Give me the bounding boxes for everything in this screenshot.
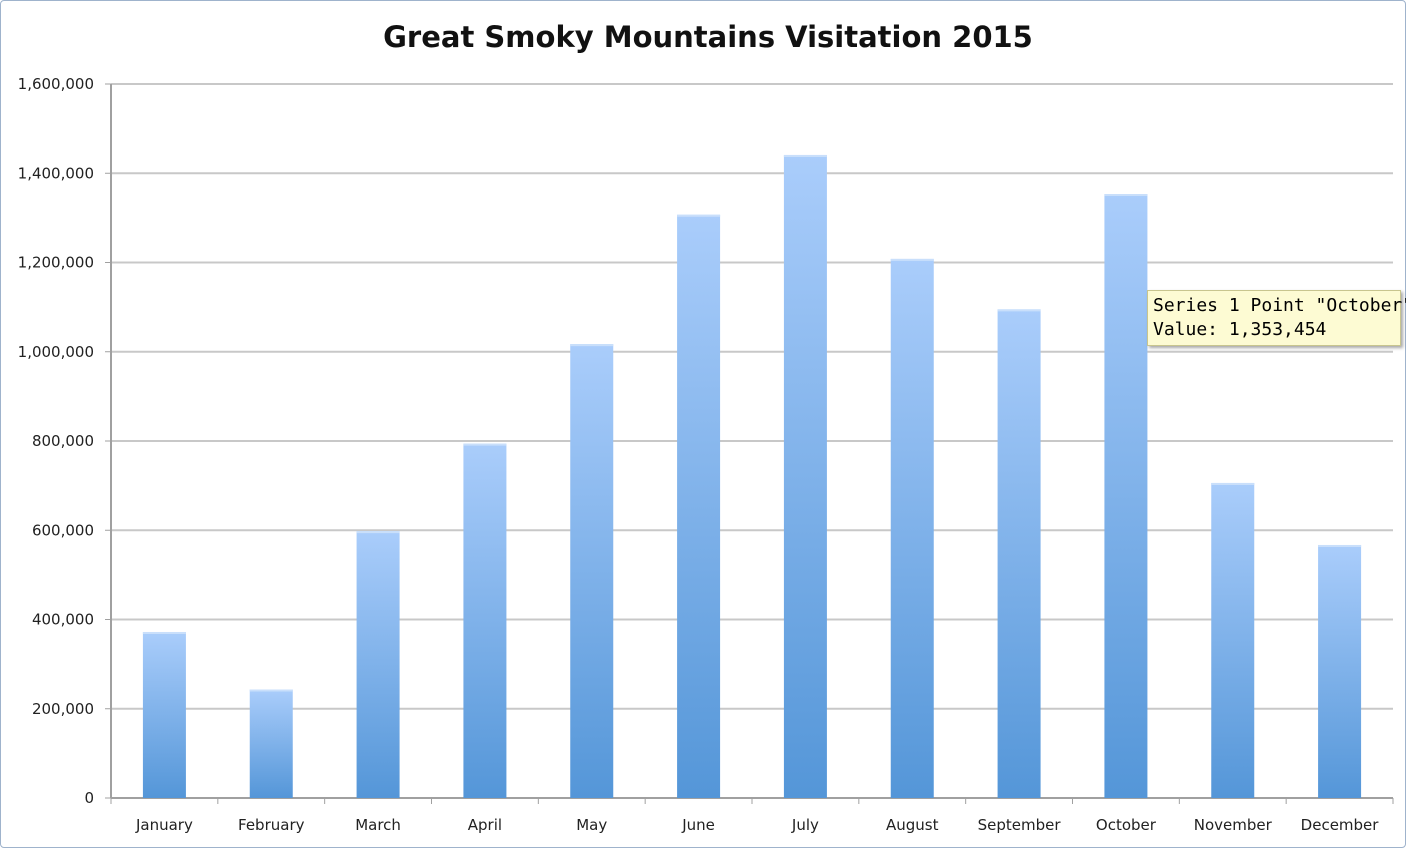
bar-november[interactable] bbox=[1211, 482, 1255, 798]
gridlines bbox=[111, 83, 1393, 710]
bars bbox=[142, 154, 1362, 799]
tooltip-series-label: Series 1 Point "October" bbox=[1153, 295, 1406, 316]
x-tick-label: April bbox=[468, 816, 502, 834]
bar-april[interactable] bbox=[463, 443, 507, 798]
y-tick-label: 1,200,000 bbox=[18, 254, 94, 272]
y-tick-label: 1,600,000 bbox=[18, 75, 94, 93]
bar-december[interactable] bbox=[1318, 544, 1362, 798]
bar-february[interactable] bbox=[249, 689, 293, 798]
bar-august[interactable] bbox=[890, 258, 934, 798]
bar-june[interactable] bbox=[677, 214, 721, 799]
x-tick-label: June bbox=[681, 816, 715, 834]
tick-labels: 0 200,000 400,000 600,000 800,000 1,000,000 1,… bbox=[18, 75, 1380, 834]
data-tooltip: Series 1 Point "October" Value: 1,353,45… bbox=[1147, 290, 1406, 346]
bar-october[interactable] bbox=[1104, 194, 1148, 799]
bar-march[interactable] bbox=[356, 531, 400, 798]
tooltip-value: Value: 1,353,454 bbox=[1153, 319, 1327, 340]
chart-title: Great Smoky Mountains Visitation 2015 bbox=[383, 20, 1033, 54]
bar-september[interactable] bbox=[997, 309, 1041, 798]
x-tick-label: January bbox=[135, 816, 193, 834]
y-tick-label: 800,000 bbox=[32, 432, 94, 450]
y-tick-label: 200,000 bbox=[32, 700, 94, 718]
x-tick-label: July bbox=[791, 816, 819, 834]
bar-july[interactable] bbox=[783, 154, 827, 799]
x-tick-label: March bbox=[355, 816, 401, 834]
axes bbox=[105, 83, 1394, 804]
y-tick-label: 0 bbox=[84, 789, 94, 807]
x-tick-label: September bbox=[978, 816, 1062, 834]
x-tick-label: May bbox=[576, 816, 607, 834]
y-tick-label: 1,000,000 bbox=[18, 343, 94, 361]
x-tick-label: December bbox=[1301, 816, 1380, 834]
bar-may[interactable] bbox=[570, 344, 614, 798]
x-tick-label: November bbox=[1194, 816, 1273, 834]
y-tick-label: 1,400,000 bbox=[18, 164, 94, 182]
x-tick-label: October bbox=[1096, 816, 1157, 834]
y-tick-label: 400,000 bbox=[32, 611, 94, 629]
x-tick-label: August bbox=[886, 816, 939, 834]
x-tick-label: February bbox=[238, 816, 305, 834]
bar-january[interactable] bbox=[142, 631, 186, 798]
y-tick-label: 600,000 bbox=[32, 521, 94, 539]
